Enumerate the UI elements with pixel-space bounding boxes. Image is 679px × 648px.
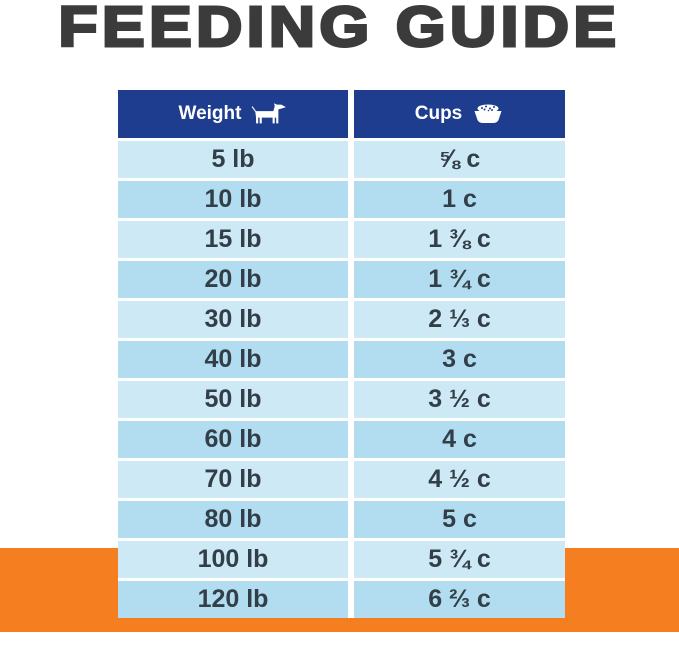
column-header-weight: Weight bbox=[118, 90, 348, 138]
table-row-cups: 1 ⅜ c bbox=[354, 221, 565, 258]
dog-icon bbox=[251, 101, 287, 127]
table-row-weight: 80 lb bbox=[118, 501, 348, 538]
table-row-cups: 3 ½ c bbox=[354, 381, 565, 418]
table-row-cups: 2 ⅓ c bbox=[354, 301, 565, 338]
table-row-weight: 70 lb bbox=[118, 461, 348, 498]
table-row-weight: 30 lb bbox=[118, 301, 348, 338]
table-row-cups: 4 c bbox=[354, 421, 565, 458]
table-row-weight: 50 lb bbox=[118, 381, 348, 418]
table-row-cups: 6 ⅔ c bbox=[354, 581, 565, 618]
table-row-cups: 1 c bbox=[354, 181, 565, 218]
bowl-icon bbox=[472, 103, 504, 125]
table-row-weight: 5 lb bbox=[118, 141, 348, 178]
table-row-cups: 3 c bbox=[354, 341, 565, 378]
table-row-weight: 15 lb bbox=[118, 221, 348, 258]
table-row-cups: ⅝ c bbox=[354, 141, 565, 178]
table-row-cups: 1 ¾ c bbox=[354, 261, 565, 298]
table-row-weight: 100 lb bbox=[118, 541, 348, 578]
table-row-weight: 10 lb bbox=[118, 181, 348, 218]
table-row-weight: 120 lb bbox=[118, 581, 348, 618]
table-row-weight: 40 lb bbox=[118, 341, 348, 378]
table-row-cups: 4 ½ c bbox=[354, 461, 565, 498]
table-row-cups: 5 c bbox=[354, 501, 565, 538]
column-header-cups: Cups bbox=[354, 90, 565, 138]
weight-header-label: Weight bbox=[178, 103, 242, 124]
table-row-weight: 60 lb bbox=[118, 421, 348, 458]
feeding-table: Weight Cups bbox=[118, 90, 565, 618]
table-row-weight: 20 lb bbox=[118, 261, 348, 298]
table-row-cups: 5 ¾ c bbox=[354, 541, 565, 578]
cups-header-label: Cups bbox=[414, 103, 463, 124]
page-title: FEEDING GUIDE bbox=[57, 0, 621, 59]
